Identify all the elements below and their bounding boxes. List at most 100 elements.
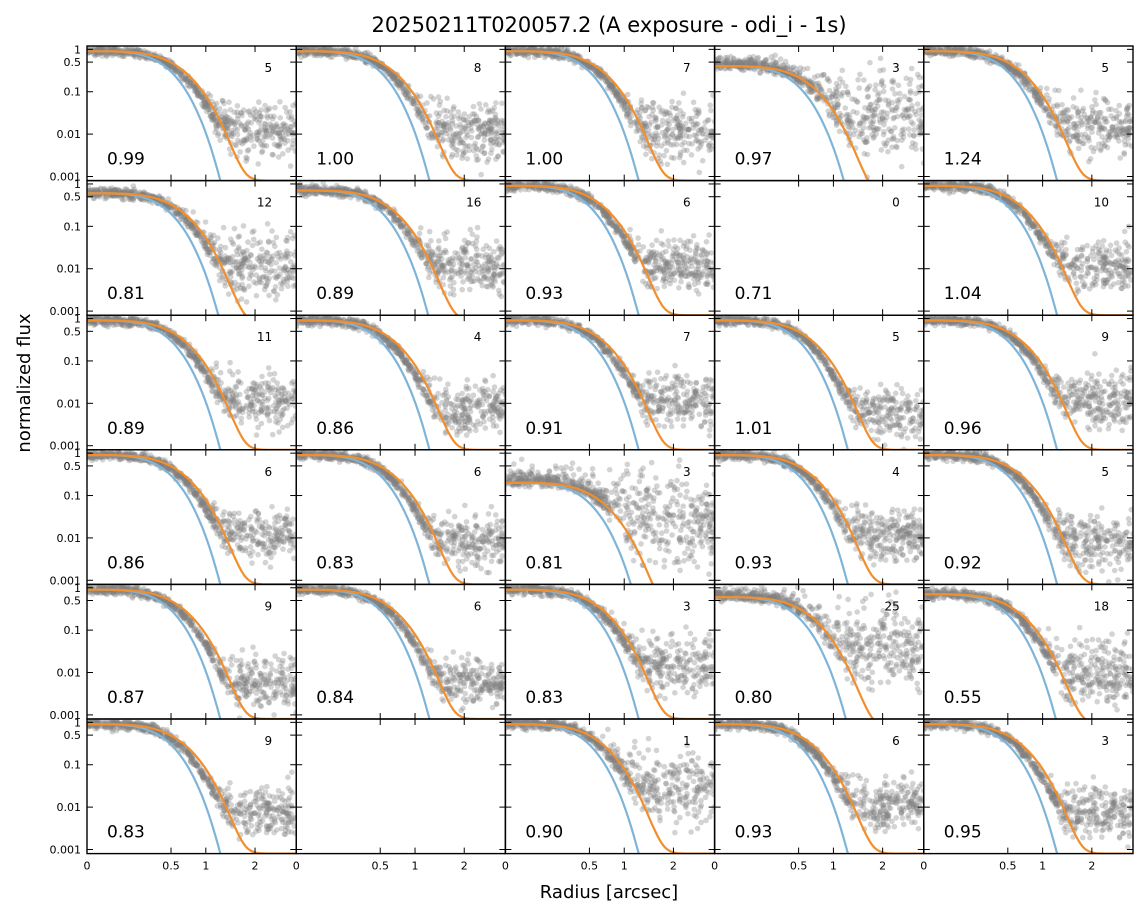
- data-point: [1054, 132, 1061, 138]
- panel-fwhm-label: 1.24: [944, 150, 982, 170]
- data-point: [1015, 70, 1022, 77]
- data-point: [649, 111, 656, 118]
- data-point: [445, 123, 452, 129]
- data-point: [1023, 79, 1029, 86]
- data-point: [463, 117, 469, 124]
- data-point: [1125, 135, 1132, 142]
- data-point: [196, 233, 203, 240]
- data-point: [471, 117, 478, 124]
- data-point: [389, 76, 395, 82]
- data-point: [967, 54, 974, 60]
- data-point: [280, 135, 286, 141]
- data-point: [203, 102, 209, 108]
- data-point: [689, 141, 695, 147]
- data-point: [610, 84, 616, 91]
- data-point: [487, 118, 493, 124]
- data-point: [525, 54, 532, 61]
- data-point: [227, 118, 233, 124]
- data-point: [688, 115, 695, 122]
- data-point: [711, 128, 715, 135]
- data-point: [540, 180, 547, 186]
- data-point: [761, 59, 767, 66]
- data-point: [480, 123, 487, 130]
- data-point: [795, 78, 801, 85]
- data-point: [405, 94, 411, 100]
- data-point: [317, 52, 324, 59]
- data-point: [165, 196, 172, 202]
- data-point: [346, 54, 352, 61]
- data-point: [628, 246, 634, 253]
- data-point: [451, 279, 457, 286]
- data-point: [522, 46, 528, 52]
- data-point: [604, 220, 611, 226]
- data-point: [1016, 62, 1022, 68]
- data-point: [650, 269, 657, 276]
- data-point: [489, 282, 496, 289]
- data-point: [204, 245, 210, 252]
- data-point: [324, 52, 331, 58]
- data-point: [199, 93, 205, 100]
- data-point: [626, 245, 632, 251]
- data-point: [653, 250, 660, 256]
- data-point: [774, 60, 780, 66]
- data-point: [435, 113, 442, 120]
- data-point: [437, 98, 444, 105]
- data-point: [953, 46, 960, 50]
- data-point: [343, 193, 349, 200]
- data-point: [134, 46, 140, 53]
- data-point: [394, 217, 400, 224]
- data-point: [500, 262, 506, 269]
- data-point: [926, 46, 932, 52]
- data-point: [613, 92, 619, 99]
- data-point: [285, 126, 291, 133]
- data-point: [135, 47, 141, 53]
- data-point: [1084, 125, 1091, 132]
- data-point: [432, 252, 439, 258]
- data-point: [818, 86, 825, 93]
- data-point: [838, 113, 845, 119]
- data-point: [253, 109, 259, 115]
- data-point: [474, 117, 480, 124]
- data-point: [203, 108, 210, 115]
- data-point: [174, 68, 181, 75]
- data-point: [235, 265, 241, 272]
- data-point: [216, 252, 223, 258]
- data-point: [195, 92, 201, 99]
- data-point: [1097, 147, 1104, 154]
- data-point: [173, 210, 179, 217]
- data-point: [263, 128, 270, 134]
- data-point: [258, 259, 265, 265]
- data-point: [945, 46, 951, 51]
- data-point: [543, 52, 549, 59]
- data-point: [398, 224, 404, 230]
- data-point: [496, 291, 503, 298]
- data-point: [696, 275, 702, 281]
- data-point: [751, 61, 757, 67]
- data-point: [601, 212, 607, 219]
- data-point: [279, 126, 285, 132]
- data-point: [619, 233, 626, 240]
- data-point: [874, 103, 881, 109]
- data-point: [830, 90, 836, 97]
- data-point: [866, 125, 873, 131]
- data-point: [863, 114, 869, 121]
- data-point: [463, 270, 469, 277]
- data-point: [700, 131, 707, 137]
- data-point: [1032, 89, 1039, 95]
- data-point: [213, 262, 220, 269]
- data-point: [1066, 115, 1073, 122]
- data-point: [263, 276, 270, 282]
- data-point: [473, 258, 479, 265]
- data-point: [934, 46, 941, 51]
- data-point: [328, 192, 335, 198]
- data-point: [604, 212, 611, 218]
- data-point: [1072, 132, 1079, 139]
- data-point: [475, 252, 482, 258]
- data-point: [173, 209, 180, 215]
- data-point: [400, 221, 406, 228]
- data-point: [469, 231, 476, 238]
- data-point: [920, 83, 924, 89]
- data-point: [387, 209, 394, 216]
- data-point: [460, 150, 467, 157]
- data-point: [268, 113, 274, 120]
